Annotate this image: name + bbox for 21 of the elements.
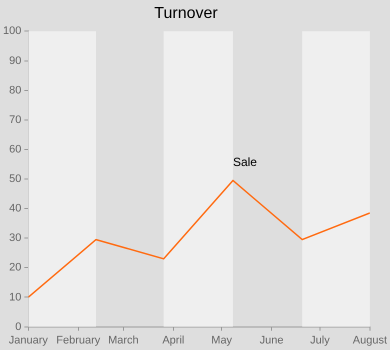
y-tick-label: 90	[9, 54, 22, 67]
chart-title: Turnover	[154, 5, 218, 22]
y-tick-label: 60	[9, 143, 22, 156]
x-tick-label: June	[260, 334, 284, 346]
x-tick-label: August	[352, 334, 387, 346]
x-tick-label: February	[56, 334, 101, 346]
x-tick-label: April	[162, 334, 184, 346]
x-tick-label: January	[8, 334, 48, 346]
x-tick-label: July	[310, 334, 330, 346]
y-tick-label: 80	[9, 84, 22, 96]
y-tick-label: 30	[9, 232, 22, 244]
y-tick-label: 50	[9, 173, 22, 186]
y-tick-label: 40	[9, 202, 22, 215]
y-tick-label: 0	[15, 320, 22, 333]
x-tick-label: May	[211, 334, 233, 346]
x-tick-label: March	[108, 334, 139, 346]
y-tick-label: 100	[2, 25, 22, 38]
y-tick-label: 10	[9, 291, 22, 304]
y-tick-label: 20	[9, 262, 22, 274]
y-tick-label: 70	[9, 114, 22, 126]
annotation: Sale	[232, 154, 258, 169]
